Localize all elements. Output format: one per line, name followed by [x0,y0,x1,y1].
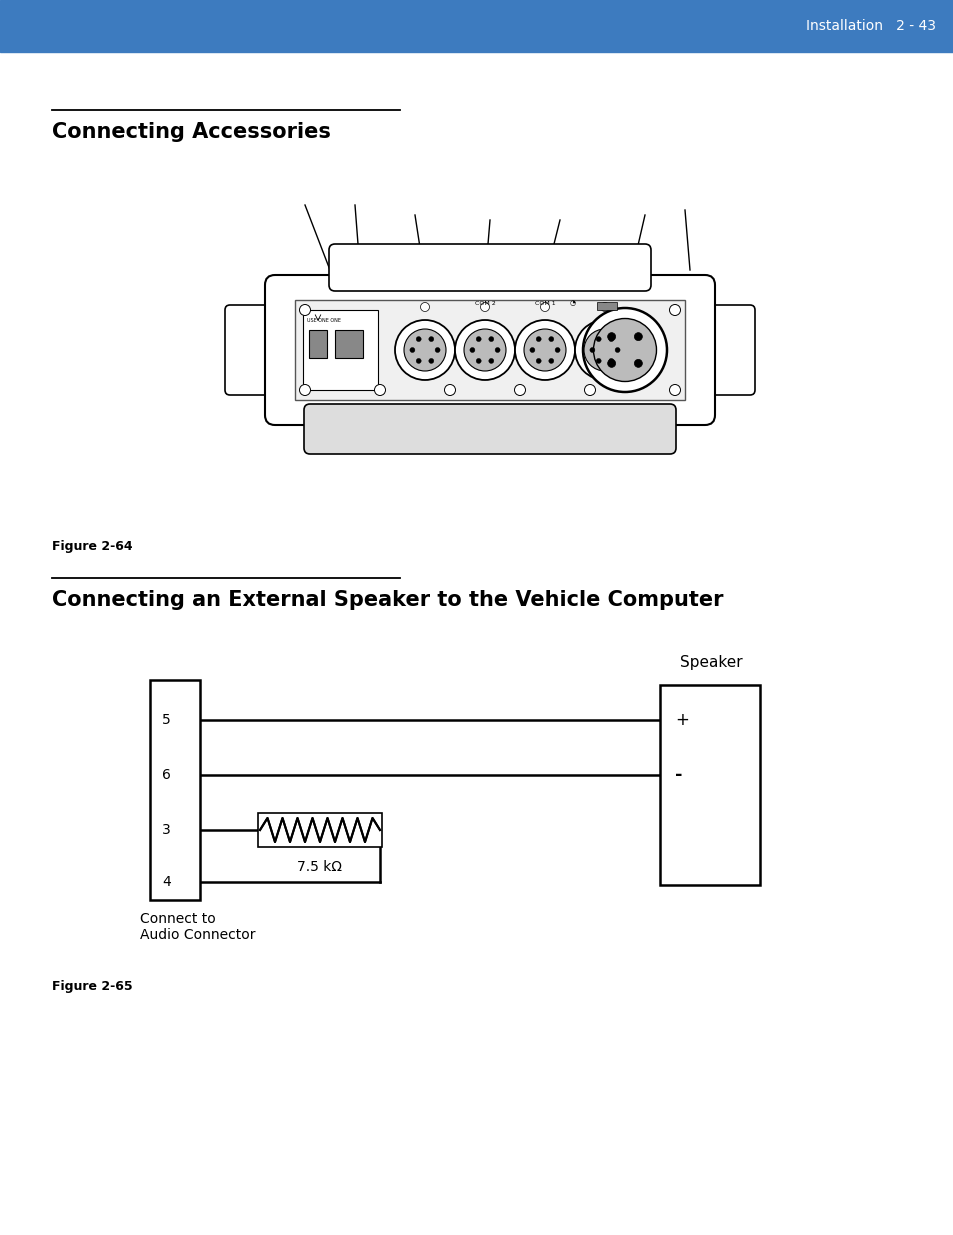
Circle shape [582,308,666,391]
Text: USE ONE ONE: USE ONE ONE [307,317,340,324]
Circle shape [583,329,625,370]
Circle shape [669,384,679,395]
Text: Connect to
Audio Connector: Connect to Audio Connector [140,911,255,942]
Circle shape [435,347,439,352]
Circle shape [607,332,615,341]
Text: Connecting Accessories: Connecting Accessories [52,122,331,142]
Circle shape [634,359,641,367]
Text: Speaker: Speaker [679,655,741,671]
Bar [659,685,760,885]
Circle shape [488,358,494,363]
Text: 4: 4 [162,876,171,889]
Bar [294,300,684,400]
Circle shape [548,358,554,363]
Text: Connecting an External Speaker to the Vehicle Computer: Connecting an External Speaker to the Ve… [52,590,722,610]
Circle shape [488,337,494,342]
Circle shape [540,303,549,311]
Circle shape [495,347,499,352]
Text: 3: 3 [162,823,171,837]
Circle shape [599,303,609,311]
Text: -: - [675,766,681,784]
Circle shape [480,303,489,311]
Circle shape [410,347,415,352]
Circle shape [476,358,480,363]
Text: Figure 2-65: Figure 2-65 [52,981,132,993]
Bar [309,330,327,358]
Bar [597,303,617,310]
Circle shape [444,384,455,395]
Circle shape [615,347,619,352]
Circle shape [416,358,421,363]
Text: 5: 5 [162,713,171,727]
Circle shape [476,337,480,342]
Text: COM 1: COM 1 [534,301,555,306]
Circle shape [593,319,656,382]
Circle shape [395,320,455,380]
Bar [150,680,200,900]
Text: Figure 2-64: Figure 2-64 [52,540,132,553]
Circle shape [470,347,475,352]
Text: ◔: ◔ [569,300,576,306]
Text: Installation   2 - 43: Installation 2 - 43 [805,19,935,33]
Bar [257,813,381,847]
Circle shape [529,347,535,352]
Text: COM 2: COM 2 [475,301,495,306]
Circle shape [536,358,540,363]
Circle shape [428,358,434,363]
Circle shape [375,384,385,395]
Circle shape [299,305,310,315]
Text: 7.5 kΩ: 7.5 kΩ [297,860,342,874]
Circle shape [608,337,613,342]
Circle shape [555,347,559,352]
Circle shape [608,358,613,363]
Circle shape [416,337,421,342]
FancyBboxPatch shape [329,245,650,291]
Circle shape [596,358,600,363]
FancyBboxPatch shape [225,305,274,395]
Circle shape [669,305,679,315]
Circle shape [455,320,515,380]
Circle shape [463,329,505,370]
Text: +: + [675,711,688,729]
Circle shape [428,337,434,342]
FancyBboxPatch shape [304,404,676,454]
Circle shape [548,337,554,342]
Circle shape [634,332,641,341]
Circle shape [514,384,525,395]
Circle shape [403,329,446,370]
FancyBboxPatch shape [265,275,714,425]
Bar [303,310,377,390]
Circle shape [596,337,600,342]
Circle shape [515,320,575,380]
Circle shape [420,303,429,311]
Circle shape [607,359,615,367]
Bar [0,0,953,52]
Circle shape [523,329,565,370]
Text: 6: 6 [162,768,171,782]
Circle shape [299,384,310,395]
Circle shape [575,320,635,380]
Circle shape [589,347,595,352]
Bar [335,330,363,358]
Circle shape [584,384,595,395]
FancyBboxPatch shape [704,305,754,395]
Circle shape [536,337,540,342]
